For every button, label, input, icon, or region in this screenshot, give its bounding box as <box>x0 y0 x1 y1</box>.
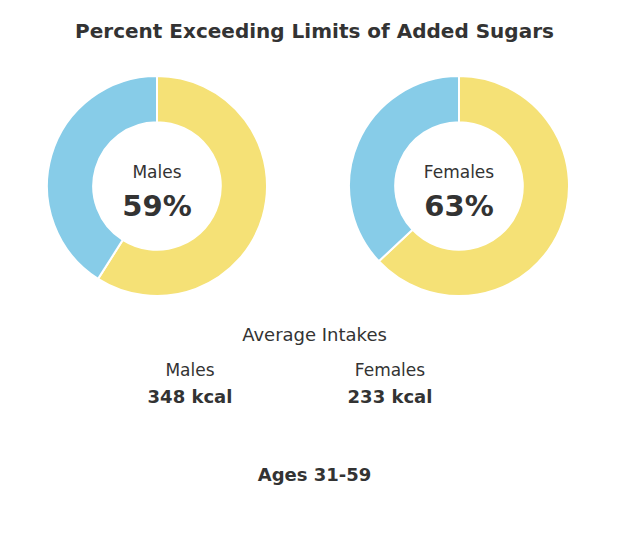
donut: Males 59% <box>47 76 267 296</box>
donut: Females 63% <box>349 76 569 296</box>
donut-value-label: 59% <box>122 189 191 223</box>
chart-root: Percent Exceeding Limits of Added Sugars… <box>0 0 629 556</box>
donut-name: Females <box>424 162 494 182</box>
intake-label: Females <box>355 360 425 380</box>
ages-label: Ages 31-59 <box>258 464 372 485</box>
donut-name: Males <box>132 162 181 182</box>
donut-value-label: 63% <box>424 189 493 223</box>
chart-title: Percent Exceeding Limits of Added Sugars <box>75 19 554 43</box>
intake-label: Males <box>165 360 214 380</box>
section-label: Average Intakes <box>242 324 387 345</box>
intake-value: 348 kcal <box>148 386 233 407</box>
intake-value: 233 kcal <box>348 386 433 407</box>
